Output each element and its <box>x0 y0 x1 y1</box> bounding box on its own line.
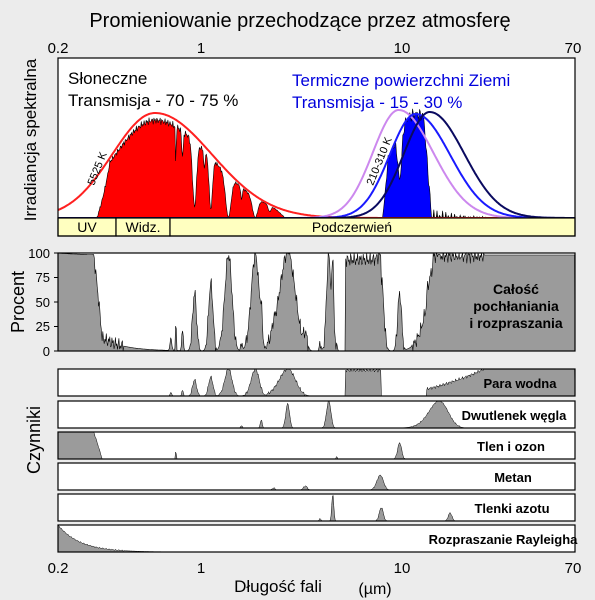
ytick-label: 100 <box>28 246 50 261</box>
figure-title: Promieniowanie przechodzące przez atmosf… <box>89 10 510 32</box>
component-label: Dwutlenek węgla <box>462 408 568 423</box>
spectral-band-bar: UV Widz. Podczerwień <box>57 217 576 237</box>
component-frame <box>57 368 576 397</box>
ytick-label: 0 <box>43 344 50 359</box>
component-panel: Rozpraszanie Rayleigha <box>57 524 579 553</box>
total-label-line: pochłaniania <box>473 298 559 314</box>
ytick-label: 25 <box>36 319 50 334</box>
component-frame <box>57 493 576 522</box>
x-axis-label: Długość fali <box>234 577 322 596</box>
component-frame <box>57 524 576 553</box>
bottom-tick-label: 10 <box>394 560 411 577</box>
component-panel: Tlen i ozon <box>57 431 576 460</box>
component-frame <box>57 462 576 491</box>
top-tick-label: 10 <box>394 40 411 57</box>
bottom-tick-label: 0.2 <box>48 560 69 577</box>
bottom-axis-labels: 0.2 1 10 70 <box>48 560 582 577</box>
component-label: Metan <box>494 470 532 485</box>
component-label: Para wodna <box>484 376 558 391</box>
component-frame-bg <box>58 432 575 459</box>
top-axis-labels: 0.2 1 10 70 <box>48 40 582 57</box>
spectrum-frame <box>57 57 576 237</box>
component-panel: Dwutlenek węgla <box>57 400 576 429</box>
solar-title: Słoneczne <box>68 69 147 88</box>
solar-transmission: Transmisja - 70 - 75 % <box>68 91 238 110</box>
spectrum-ylabel: Irradiancja spektralna <box>21 58 40 221</box>
component-frame-bg <box>58 401 575 428</box>
component-frame-bg <box>58 525 575 552</box>
band-uv-label: UV <box>77 219 97 235</box>
top-tick-label: 1 <box>197 40 205 57</box>
total-label-line: Całość <box>493 281 539 297</box>
band-visible-label: Widz. <box>126 219 161 235</box>
total-label-line: i rozpraszania <box>469 315 563 331</box>
thermal-title: Termiczne powierzchni Ziemi <box>292 71 510 90</box>
ytick-label: 50 <box>36 295 50 310</box>
component-frame <box>57 431 576 460</box>
component-panel: Tlenki azotu <box>57 493 576 522</box>
bottom-tick-label: 1 <box>197 560 205 577</box>
component-frame-bg <box>58 494 575 521</box>
component-panels: Para wodna Dwutlenek węgla Tlen i ozon Meta… <box>57 368 579 553</box>
band-infrared-label: Podczerwień <box>312 219 392 235</box>
bottom-tick-label: 70 <box>565 560 582 577</box>
component-label: Rozpraszanie Rayleigha <box>429 532 579 547</box>
spectrum-panel: UV Widz. Podczerwień Słoneczne Transmisj… <box>57 57 576 237</box>
components-ylabel: Czynniki <box>24 406 44 474</box>
total-absorption-panel: 100 75 50 25 0 Całość pochłaniania i roz… <box>28 246 576 359</box>
total-label: Całość pochłaniania i rozpraszania <box>469 281 563 331</box>
component-frame <box>57 400 576 429</box>
top-tick-label: 0.2 <box>48 40 69 57</box>
ytick-label: 75 <box>36 270 50 285</box>
component-panel: Metan <box>57 462 576 491</box>
total-yticks: 100 75 50 25 0 <box>28 246 58 359</box>
total-ylabel: Procent <box>8 271 28 333</box>
top-tick-label: 70 <box>565 40 582 57</box>
thermal-transmission: Transmisja - 15 - 30 % <box>292 93 462 112</box>
component-panel: Para wodna <box>57 368 576 397</box>
component-label: Tlenki azotu <box>474 501 549 516</box>
component-label: Tlen i ozon <box>477 439 545 454</box>
component-frame-bg <box>58 463 575 490</box>
x-axis-unit: (µm) <box>358 581 391 598</box>
